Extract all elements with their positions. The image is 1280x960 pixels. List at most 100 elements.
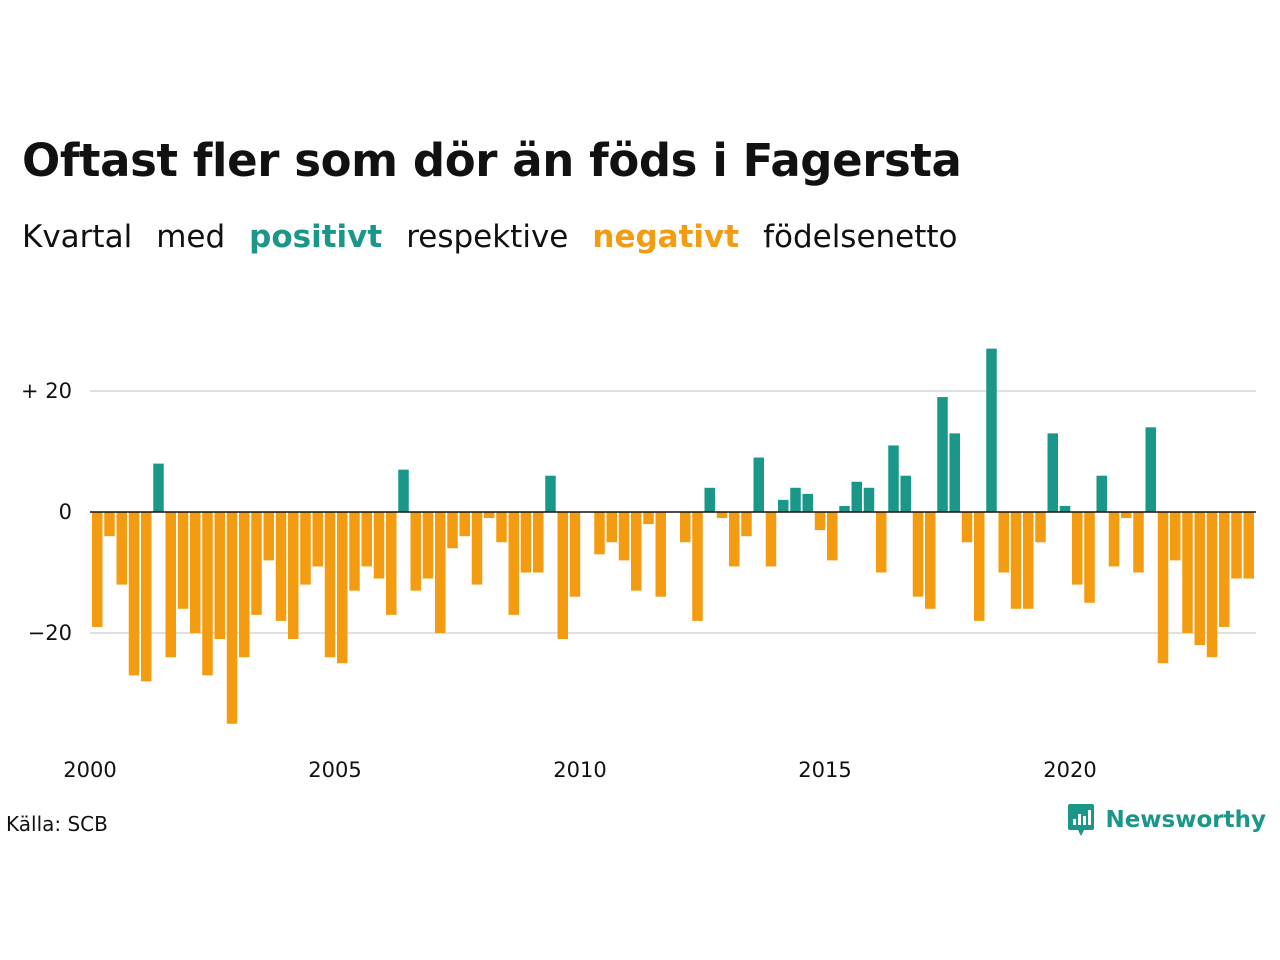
bar xyxy=(104,512,115,537)
brand: Newsworthy xyxy=(1067,802,1266,838)
bar xyxy=(729,512,740,567)
bar xyxy=(1133,512,1144,573)
bar xyxy=(214,512,225,640)
bar xyxy=(814,512,826,531)
bar xyxy=(618,512,630,561)
bar xyxy=(986,348,997,512)
bar xyxy=(435,512,446,633)
bar xyxy=(324,512,336,658)
bar xyxy=(447,512,458,549)
bar xyxy=(692,512,703,621)
bar xyxy=(1121,512,1132,519)
bar xyxy=(925,512,936,609)
bar xyxy=(790,487,801,512)
bar xyxy=(1023,512,1034,609)
subtitle-word-respektive: respektive xyxy=(406,219,569,255)
brand-name: Newsworthy xyxy=(1105,807,1266,833)
bar xyxy=(655,512,666,597)
bar xyxy=(1157,512,1169,664)
bar xyxy=(508,512,519,615)
bar xyxy=(912,512,924,597)
y-tick-label: −20 xyxy=(28,621,72,645)
bar xyxy=(275,512,287,621)
chart-title: Oftast fler som dör än föds i Fagersta xyxy=(22,134,962,187)
bar xyxy=(888,445,899,512)
bar xyxy=(716,512,728,519)
bar xyxy=(753,457,764,512)
bar xyxy=(459,512,470,537)
bar xyxy=(1047,433,1058,512)
bar xyxy=(520,512,532,573)
source-note: Källa: SCB xyxy=(6,812,108,836)
bar xyxy=(998,512,1009,573)
bar xyxy=(778,499,789,512)
bar xyxy=(128,512,140,676)
bar xyxy=(263,512,274,561)
bar xyxy=(386,512,397,615)
bar xyxy=(1059,505,1071,512)
bar xyxy=(839,505,850,512)
bar xyxy=(1035,512,1046,543)
bar xyxy=(1072,512,1083,585)
bar xyxy=(1010,512,1022,609)
chart-subtitle: Kvartal med positivt respektive negativt föde… xyxy=(22,216,982,258)
bar xyxy=(569,512,581,597)
bar xyxy=(533,512,544,573)
bar xyxy=(827,512,838,561)
subtitle-positive-label: positivt xyxy=(249,219,383,255)
bar xyxy=(900,475,911,512)
bar xyxy=(92,512,103,627)
bar-chart: + 20 0 −20 2000 2005 2010 2015 2020 xyxy=(21,348,1256,782)
bar xyxy=(496,512,507,543)
bar xyxy=(1194,512,1205,646)
bar xyxy=(1182,512,1193,633)
bar xyxy=(961,512,973,543)
bar xyxy=(863,487,875,512)
x-tick-label: 2000 xyxy=(63,758,116,782)
bar xyxy=(680,512,691,543)
bar xyxy=(202,512,213,676)
bar xyxy=(300,512,311,585)
bar xyxy=(165,512,176,658)
x-tick-label: 2010 xyxy=(553,758,606,782)
bar xyxy=(594,512,605,555)
bar xyxy=(410,512,421,591)
bar xyxy=(876,512,887,573)
bar xyxy=(937,397,948,512)
bar xyxy=(1206,512,1218,658)
bar xyxy=(251,512,262,615)
bar xyxy=(1219,512,1230,627)
subtitle-word-med: med xyxy=(156,219,226,255)
newsworthy-logo-icon xyxy=(1068,804,1095,836)
subtitle-negative-label: negativt xyxy=(592,219,740,255)
bar xyxy=(643,512,654,525)
subtitle-word-kvartal: Kvartal xyxy=(22,219,133,255)
bar xyxy=(606,512,617,543)
y-tick-label: + 20 xyxy=(21,379,72,403)
subtitle-word-fodelsenetto: födelsenetto xyxy=(763,219,958,255)
bar xyxy=(239,512,250,658)
bar xyxy=(704,487,715,512)
x-tick-label: 2005 xyxy=(308,758,361,782)
bar xyxy=(349,512,360,591)
x-tick-label: 2020 xyxy=(1043,758,1096,782)
bar xyxy=(741,512,752,537)
bar xyxy=(177,512,189,609)
x-tick-label: 2015 xyxy=(798,758,851,782)
bar xyxy=(361,512,372,567)
bar xyxy=(373,512,385,579)
bar xyxy=(337,512,348,664)
bar xyxy=(288,512,299,640)
y-tick-label: 0 xyxy=(59,500,72,524)
bar xyxy=(1231,512,1242,579)
bar xyxy=(226,512,238,724)
bar xyxy=(153,463,164,512)
bar xyxy=(545,475,556,512)
bar xyxy=(1243,512,1254,579)
bar xyxy=(1084,512,1095,603)
bar xyxy=(190,512,201,633)
bar xyxy=(974,512,985,621)
bar xyxy=(557,512,568,640)
bar xyxy=(765,512,777,567)
bar xyxy=(631,512,642,591)
